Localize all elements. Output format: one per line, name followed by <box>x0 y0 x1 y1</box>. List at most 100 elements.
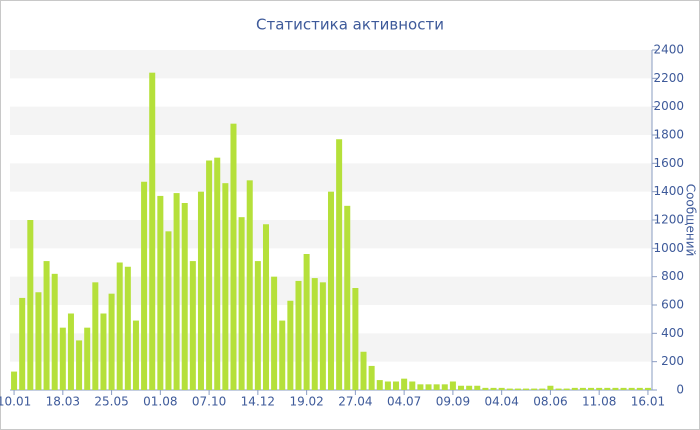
bar <box>246 180 253 390</box>
x-tick-label: 19.02 <box>289 395 323 409</box>
bar <box>59 327 66 390</box>
y-tick-label: 1400 <box>653 184 684 198</box>
x-tick-label: 14.12 <box>241 395 275 409</box>
x-tick-label: 08.06 <box>533 395 567 409</box>
bar <box>43 261 50 390</box>
bar <box>311 278 318 390</box>
bar <box>539 388 546 390</box>
bar <box>271 276 278 390</box>
x-tick-label: 18.03 <box>46 395 80 409</box>
bar <box>344 205 351 390</box>
bar <box>563 388 570 390</box>
x-tick-label: 07.10 <box>192 395 226 409</box>
bar <box>254 261 261 390</box>
bar <box>319 282 326 390</box>
bar <box>295 280 302 390</box>
grid-band <box>10 106 652 135</box>
bar <box>189 261 196 390</box>
bar <box>149 72 156 391</box>
y-tick-label: 1000 <box>653 241 684 255</box>
y-tick-label: 0 <box>676 383 684 397</box>
bar <box>514 388 521 390</box>
bar <box>51 273 58 390</box>
bar <box>181 203 188 390</box>
bar <box>100 313 107 390</box>
y-tick-label: 800 <box>661 269 684 283</box>
bar <box>108 293 115 390</box>
bar <box>644 387 651 390</box>
bar <box>409 381 416 390</box>
y-tick-label: 600 <box>661 298 684 312</box>
bar <box>214 157 221 390</box>
bar <box>35 292 42 390</box>
bar <box>19 297 26 390</box>
bar <box>84 327 91 390</box>
bar <box>124 266 131 390</box>
bar <box>360 351 367 390</box>
bar <box>67 313 74 390</box>
bar <box>401 378 408 390</box>
bar <box>393 381 400 390</box>
chart-title: Статистика активности <box>256 16 444 34</box>
bar <box>238 217 245 390</box>
grid-band <box>10 50 652 79</box>
bar <box>279 320 286 390</box>
bar <box>620 387 627 390</box>
bar <box>490 387 497 390</box>
y-tick-label: 1200 <box>653 213 684 227</box>
bar <box>197 191 204 390</box>
x-tick-label: 09.09 <box>436 395 470 409</box>
bar <box>368 365 375 390</box>
bar <box>132 320 139 390</box>
bar <box>579 387 586 390</box>
x-tick-label: 04.04 <box>484 395 518 409</box>
y-tick-label: 1800 <box>653 128 684 142</box>
bar <box>636 387 643 390</box>
bar <box>498 387 505 390</box>
bar <box>417 384 424 390</box>
bar <box>303 254 310 390</box>
bar <box>555 388 562 390</box>
bar <box>376 380 383 390</box>
bar <box>11 371 18 390</box>
bar <box>384 381 391 390</box>
bar <box>433 384 440 390</box>
bar <box>222 183 229 390</box>
bar <box>230 123 237 391</box>
bar <box>425 384 432 390</box>
y-tick-label: 400 <box>661 326 684 340</box>
bar <box>76 340 83 390</box>
bar <box>588 387 595 390</box>
y-tick-label: 2200 <box>653 71 684 85</box>
bar <box>458 385 465 390</box>
bar <box>352 288 359 390</box>
bar <box>449 381 456 390</box>
bar <box>482 387 489 390</box>
y-tick-label: 2400 <box>653 43 684 57</box>
bar <box>287 300 294 390</box>
bar <box>141 181 148 390</box>
bar <box>27 220 34 390</box>
bar <box>116 262 123 390</box>
y-tick-label: 200 <box>661 354 684 368</box>
bar <box>173 193 180 390</box>
bar <box>531 388 538 390</box>
x-tick-label: 25.05 <box>94 395 128 409</box>
bar <box>506 388 513 390</box>
bar <box>336 139 343 390</box>
x-tick-label: 10.01 <box>0 395 31 409</box>
bar <box>547 385 554 390</box>
x-tick-label: 16.01 <box>631 395 665 409</box>
bar <box>604 387 611 390</box>
y-axis-title: Сообщений <box>684 184 698 257</box>
y-tick-label: 1600 <box>653 156 684 170</box>
bar <box>628 387 635 390</box>
bar <box>596 387 603 390</box>
y-tick-label: 2000 <box>653 99 684 113</box>
x-tick-label: 01.08 <box>143 395 177 409</box>
bar <box>262 224 269 390</box>
bar <box>612 387 619 390</box>
bar <box>327 191 335 390</box>
x-tick-label: 11.08 <box>582 395 616 409</box>
